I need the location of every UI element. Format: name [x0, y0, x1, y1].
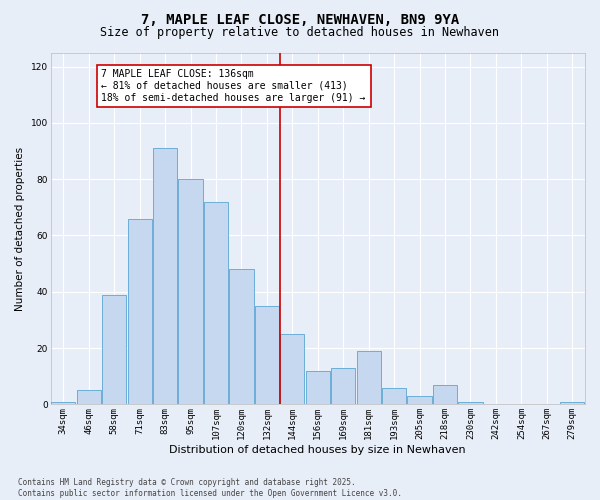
Bar: [433, 384, 457, 404]
Text: Contains HM Land Registry data © Crown copyright and database right 2025.
Contai: Contains HM Land Registry data © Crown c…: [18, 478, 402, 498]
Y-axis label: Number of detached properties: Number of detached properties: [15, 146, 25, 310]
Bar: [382, 388, 406, 404]
Bar: [204, 202, 228, 404]
Bar: [102, 294, 126, 405]
Text: 7, MAPLE LEAF CLOSE, NEWHAVEN, BN9 9YA: 7, MAPLE LEAF CLOSE, NEWHAVEN, BN9 9YA: [141, 12, 459, 26]
Bar: [560, 402, 584, 404]
Bar: [306, 370, 330, 404]
Bar: [331, 368, 355, 405]
Bar: [356, 351, 381, 405]
Text: 7 MAPLE LEAF CLOSE: 136sqm
← 81% of detached houses are smaller (413)
18% of sem: 7 MAPLE LEAF CLOSE: 136sqm ← 81% of deta…: [101, 70, 366, 102]
Bar: [51, 402, 76, 404]
X-axis label: Distribution of detached houses by size in Newhaven: Distribution of detached houses by size …: [169, 445, 466, 455]
Bar: [178, 179, 203, 404]
Bar: [255, 306, 279, 404]
Bar: [153, 148, 177, 405]
Bar: [280, 334, 304, 404]
Bar: [229, 270, 254, 404]
Text: Size of property relative to detached houses in Newhaven: Size of property relative to detached ho…: [101, 26, 499, 39]
Bar: [77, 390, 101, 404]
Bar: [128, 218, 152, 404]
Bar: [407, 396, 431, 404]
Bar: [458, 402, 482, 404]
